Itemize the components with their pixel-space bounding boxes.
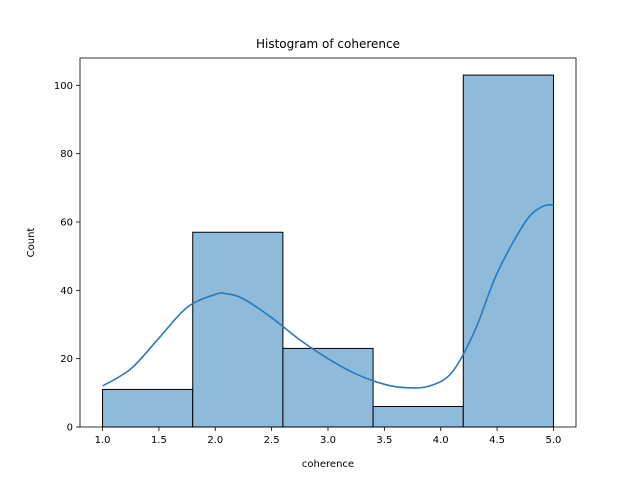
y-tick-label: 20 bbox=[60, 354, 73, 365]
histogram-bar-3 bbox=[282, 347, 374, 428]
histogram-bars bbox=[102, 74, 554, 428]
x-axis-ticks: 1.0 1.5 2.0 2.5 3.0 3.5 4.0 4.5 5.0 bbox=[95, 427, 562, 446]
y-tick-label: 100 bbox=[54, 81, 73, 92]
x-tick-label: 2.5 bbox=[264, 435, 280, 446]
y-axis-ticks: 0 20 40 60 80 100 bbox=[54, 81, 80, 434]
histogram-bar-4 bbox=[372, 406, 464, 428]
y-axis-label: Count bbox=[26, 228, 37, 258]
y-tick-label: 0 bbox=[67, 423, 73, 434]
x-tick-label: 5.0 bbox=[546, 435, 562, 446]
x-tick-label: 4.5 bbox=[489, 435, 505, 446]
x-tick-label: 3.0 bbox=[320, 435, 336, 446]
x-axis-label: coherence bbox=[302, 459, 354, 470]
y-tick-label: 80 bbox=[60, 149, 73, 160]
y-tick-label: 60 bbox=[60, 218, 73, 229]
x-tick-label: 1.0 bbox=[95, 435, 111, 446]
x-tick-label: 4.0 bbox=[433, 435, 449, 446]
x-tick-label: 3.5 bbox=[376, 435, 392, 446]
histogram-bar-1 bbox=[102, 388, 194, 428]
chart-title: Histogram of coherence bbox=[256, 37, 400, 51]
kde-line bbox=[102, 204, 554, 389]
y-tick-label: 40 bbox=[60, 286, 73, 297]
x-tick-label: 2.0 bbox=[207, 435, 223, 446]
histogram-bar-2 bbox=[192, 231, 284, 428]
x-tick-label: 1.5 bbox=[151, 435, 167, 446]
